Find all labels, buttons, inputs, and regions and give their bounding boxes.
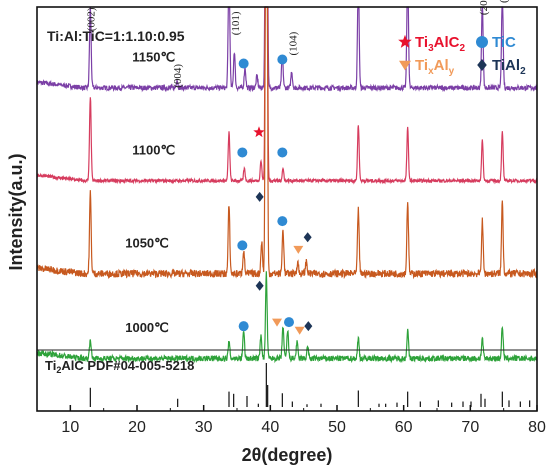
axes: 10 20 30 40 50 60 70 80	[61, 405, 546, 436]
phase-marker-triangle-14	[294, 326, 305, 335]
temperature-label-1: 1100℃	[132, 142, 175, 157]
x-tick-label-0: 10	[61, 419, 79, 436]
x-tick-label-3: 40	[261, 419, 279, 436]
x-axis-label: 2θ(degree)	[242, 445, 333, 465]
reference-pattern	[89, 363, 531, 407]
x-tick-label-7: 80	[528, 419, 546, 436]
phase-marker-diamond-9	[303, 232, 312, 243]
phase-marker-circle-7	[277, 216, 288, 227]
legend-label-3: TiAl2	[492, 57, 526, 77]
x-tick-label-4: 50	[328, 419, 346, 436]
phase-marker-circle-4	[277, 147, 288, 158]
reference-label-base: Ti	[45, 358, 56, 373]
peak-label-0: (002)	[85, 7, 97, 31]
x-tick-label-2: 30	[195, 419, 213, 436]
phase-marker-diamond-5	[255, 191, 264, 202]
phase-marker-diamond-10	[255, 280, 264, 291]
plot-frame	[36, 6, 538, 412]
temperature-label-3: 1000℃	[125, 320, 169, 335]
legend-marker-diamond	[477, 59, 487, 71]
legend-marker-star	[398, 34, 412, 48]
reference-label: Ti2AlC PDF#04-005-5218	[45, 358, 194, 375]
y-axis-label: Intensity(a.u.)	[6, 153, 26, 270]
phase-marker-circle-11	[238, 321, 249, 332]
phase-marker-circle-13	[284, 317, 294, 328]
temperature-labels: 1150℃ 1100℃ 1050℃ 1000℃	[125, 50, 175, 336]
series-line-3	[36, 271, 538, 364]
phase-markers	[237, 54, 313, 335]
legend-label-0: Ti3AlC2	[415, 34, 465, 54]
peak-label-1: (004)	[172, 64, 184, 88]
series-line-1	[36, 6, 538, 185]
composition-label: Ti:Al:TiC=1:1.10:0.95	[47, 28, 185, 44]
series-line-2	[36, 6, 538, 280]
reference-label-sub: 2	[56, 365, 61, 375]
phase-marker-circle-3	[237, 147, 248, 158]
legend-label-2: TixAly	[415, 57, 455, 77]
peak-label-5: (104)	[287, 31, 299, 55]
x-tick-label-6: 70	[461, 419, 479, 436]
temperature-label-0: 1150℃	[132, 50, 175, 65]
peak-label-9: (116)	[498, 0, 510, 3]
x-tick-label-5: 60	[395, 419, 413, 436]
peak-label-3: (101)	[230, 11, 242, 35]
series-line-0	[36, 6, 538, 93]
x-tick-label-1: 20	[128, 419, 146, 436]
temperature-label-2: 1050℃	[125, 235, 169, 250]
phase-marker-star-2	[253, 126, 265, 138]
phase-marker-circle-0	[238, 58, 249, 69]
phase-marker-triangle-8	[293, 245, 304, 254]
phase-marker-diamond-15	[304, 321, 313, 332]
phase-marker-circle-6	[237, 240, 248, 251]
legend-marker-circle	[476, 36, 488, 48]
legend-label-1: TiC	[492, 34, 516, 51]
phase-marker-circle-1	[277, 54, 288, 65]
reference-label-rest: AlC PDF#04-005-5218	[61, 358, 194, 373]
legend: Ti3AlC2 TiC TixAly TiAl2	[398, 34, 526, 77]
series-layer	[36, 6, 538, 364]
legend-marker-triangle	[399, 60, 411, 71]
phase-marker-triangle-12	[272, 318, 282, 327]
